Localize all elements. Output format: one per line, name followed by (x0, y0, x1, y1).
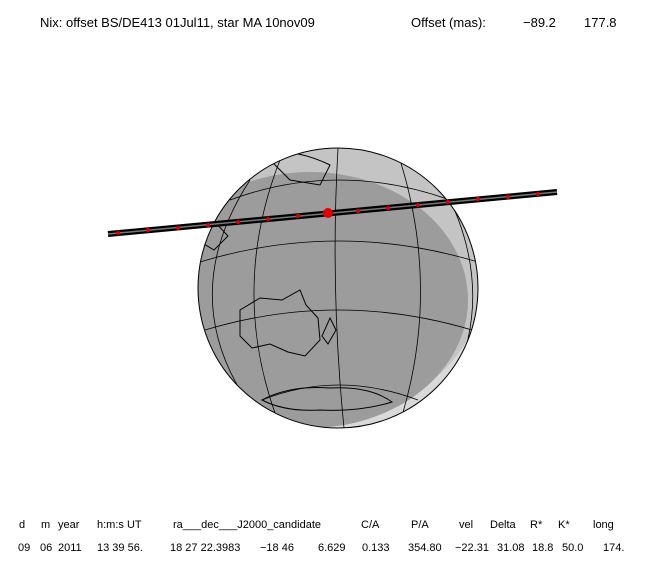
offset-value: 177.8 (584, 15, 617, 30)
column-header: R* (530, 519, 543, 531)
offset-value: −89.2 (523, 15, 556, 30)
globe (197, 147, 479, 429)
column-header: C/A (361, 519, 380, 531)
column-header: Delta (490, 519, 517, 531)
cell: 2011 (58, 542, 82, 554)
cell: 06 (40, 542, 52, 554)
offset-label: Offset (mas): (411, 15, 486, 30)
title: Nix: offset BS/DE413 01Jul11, star MA 10… (40, 15, 315, 30)
cell: 0.133 (362, 542, 390, 554)
column-header: P/A (411, 519, 429, 531)
occultation-track (107, 189, 558, 237)
cell: −22.31 (455, 542, 489, 554)
column-header: d (19, 519, 25, 531)
cell: 18 27 22.3983 (170, 542, 240, 554)
column-header: year (58, 519, 80, 531)
cell: 31.08 (497, 542, 525, 554)
cell: −18 46 (260, 542, 294, 554)
cell: 09 (18, 542, 30, 554)
cell: 6.629 (318, 542, 346, 554)
column-header: vel (459, 519, 473, 531)
cell: 18.8 (532, 542, 553, 554)
column-header: ra___dec___J2000_candidate (173, 519, 321, 531)
column-header: m (41, 519, 50, 531)
column-header: long (593, 519, 614, 531)
column-header: K* (558, 519, 570, 531)
cell: 174. (603, 542, 624, 554)
result-table: d m year h:m:s UT ra___dec___J2000_candidate… (18, 519, 624, 554)
column-header: h:m:s UT (97, 519, 142, 531)
cell: 13 39 56. (97, 542, 143, 554)
cell: 354.80 (408, 542, 442, 554)
cell: 50.0 (562, 542, 583, 554)
